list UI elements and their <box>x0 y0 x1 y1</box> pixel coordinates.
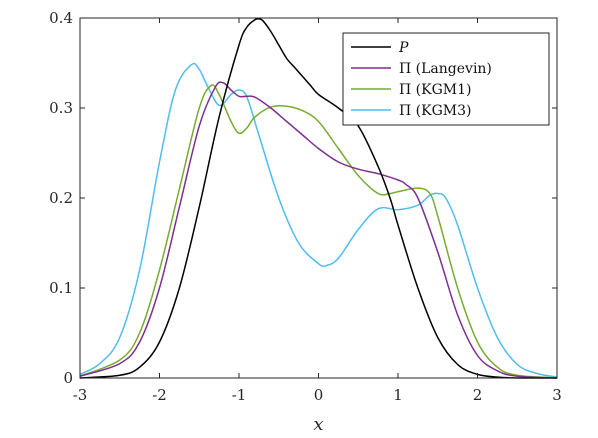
legend-label-1: Π (Langevin) <box>399 61 492 77</box>
y-tick-label-1: 0.1 <box>49 279 73 297</box>
x-tick-label-1: -2 <box>152 386 167 404</box>
x-tick-label-4: 1 <box>393 386 403 404</box>
legend: P Π (Langevin) Π (KGM1) Π (KGM3) <box>342 32 550 126</box>
y-tick-label-3: 0.3 <box>49 99 73 117</box>
x-tick-label-2: -1 <box>232 386 247 404</box>
x-tick-label-6: 3 <box>552 386 562 404</box>
legend-label-2: Π (KGM1) <box>399 82 471 98</box>
tick-labels-layer: -3 -2 -1 0 1 2 3 0 0.1 0.2 0.3 0.4 <box>49 9 562 404</box>
legend-item-1: Π (Langevin) <box>351 61 492 77</box>
series-line-1 <box>79 81 558 379</box>
series-layer <box>79 18 558 379</box>
series-line-3 <box>79 62 558 378</box>
x-tick-label-0: -3 <box>73 386 88 404</box>
x-axis-title: x <box>313 414 323 435</box>
legend-item-2: Π (KGM1) <box>351 82 471 98</box>
legend-items: P Π (Langevin) Π (KGM1) Π (KGM3) <box>351 40 492 119</box>
legend-label-0: P <box>398 40 409 56</box>
legend-item-3: Π (KGM3) <box>351 103 471 119</box>
series-line-2 <box>79 84 558 379</box>
legend-item-0: P <box>351 40 409 56</box>
x-tick-label-3: 0 <box>314 386 324 404</box>
y-tick-label-0: 0 <box>63 369 73 387</box>
legend-label-3: Π (KGM3) <box>399 103 471 119</box>
x-tick-label-5: 2 <box>473 386 483 404</box>
ticks-layer <box>79 17 558 379</box>
series-line-0 <box>79 18 558 379</box>
y-tick-label-2: 0.2 <box>49 189 73 207</box>
y-tick-label-4: 0.4 <box>49 9 73 27</box>
